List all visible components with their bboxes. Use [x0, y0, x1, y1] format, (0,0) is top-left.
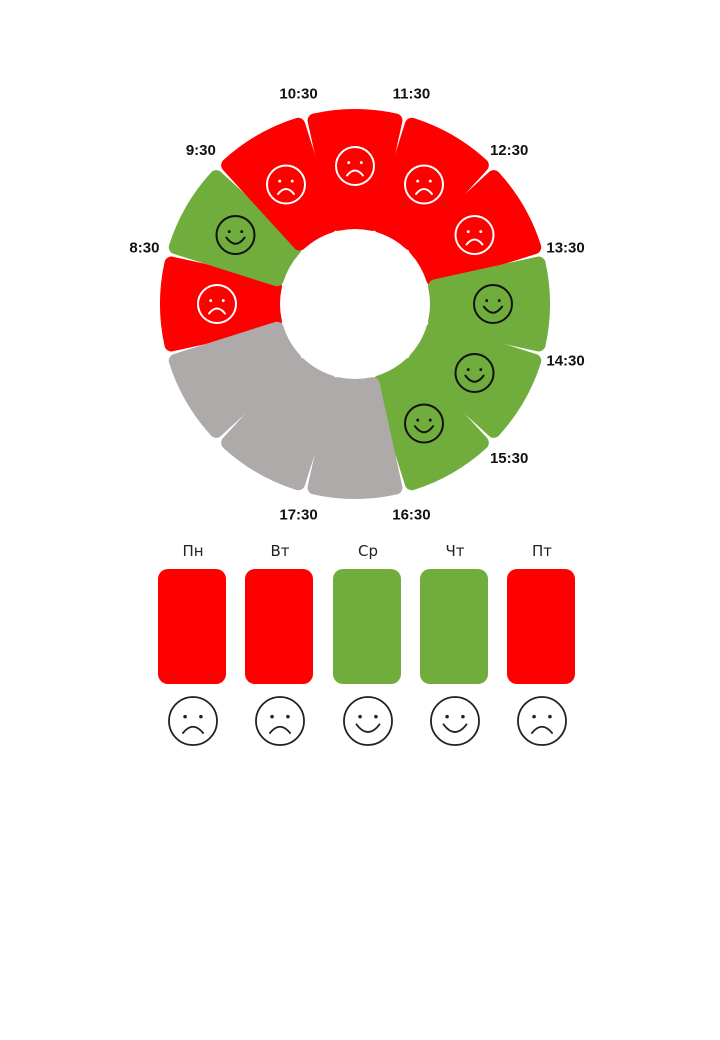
sad-face-icon — [255, 696, 305, 746]
day-mood-block-wednesday[interactable] — [333, 569, 401, 684]
day-label-tuesday: Вт — [270, 542, 290, 560]
day-wednesday: Ср — [333, 540, 403, 746]
time-slot-segment[interactable] — [160, 256, 282, 352]
time-label: 15:30 — [490, 450, 528, 467]
sad-face-icon — [517, 696, 567, 746]
time-label: 16:30 — [392, 507, 430, 520]
time-slot-segment[interactable] — [168, 321, 302, 438]
time-slot-segment[interactable] — [221, 357, 338, 491]
time-label: 13:30 — [546, 240, 584, 257]
sad-face-icon — [335, 146, 375, 186]
day-mood-block-friday[interactable] — [507, 569, 575, 684]
day-label-monday: Пн — [182, 542, 204, 560]
happy-face-icon — [454, 353, 495, 393]
time-label: 17:30 — [279, 507, 317, 520]
time-label: 11:30 — [393, 85, 431, 102]
happy-face-icon — [473, 284, 513, 324]
sad-face-icon — [168, 696, 218, 746]
day-friday: Пт — [507, 540, 577, 746]
day-tuesday: Вт — [245, 540, 315, 746]
time-label: 9:30 — [186, 142, 216, 159]
time-slot-segment[interactable] — [408, 170, 542, 287]
time-slot-segment[interactable] — [168, 170, 302, 287]
time-label: 8:30 — [129, 240, 159, 257]
time-slot-segment[interactable] — [428, 256, 550, 352]
sad-face-icon — [266, 164, 306, 205]
time-slot-segment[interactable] — [307, 377, 403, 499]
mood-wheel: 8:30 9:30 10:30 11:30 12:30 13:30 14:30 15:30 16… — [129, 85, 584, 520]
day-mood-block-monday[interactable] — [158, 569, 226, 684]
sad-face-icon — [168, 696, 218, 746]
time-label: 14:30 — [546, 352, 584, 369]
time-slot-segment[interactable] — [372, 357, 489, 491]
day-label-thursday: Чт — [445, 542, 465, 560]
time-slot-segment[interactable] — [221, 117, 338, 251]
sad-face-icon — [404, 164, 444, 205]
sad-face-icon — [255, 696, 305, 746]
day-thursday: Чт — [420, 540, 490, 746]
day-label-wednesday: Ср — [358, 542, 378, 560]
sad-face-icon — [197, 284, 237, 324]
time-label: 10:30 — [279, 85, 317, 102]
day-mood-block-tuesday[interactable] — [245, 569, 313, 684]
weekday-summary: Пн Вт Ср Чт Пт — [0, 540, 720, 760]
day-label-friday: Пт — [531, 542, 553, 560]
happy-face-icon — [430, 696, 480, 746]
happy-face-icon — [215, 215, 256, 255]
happy-face-icon — [343, 696, 393, 746]
time-slot-segment[interactable] — [408, 321, 542, 438]
sad-face-icon — [454, 215, 495, 255]
sad-face-icon — [517, 696, 567, 746]
day-monday: Пн — [158, 540, 228, 746]
happy-face-icon — [404, 403, 444, 444]
day-mood-block-thursday[interactable] — [420, 569, 488, 684]
time-label: 12:30 — [490, 142, 528, 159]
happy-face-icon — [430, 696, 480, 746]
time-slot-segment[interactable] — [372, 117, 489, 251]
happy-face-icon — [343, 696, 393, 746]
